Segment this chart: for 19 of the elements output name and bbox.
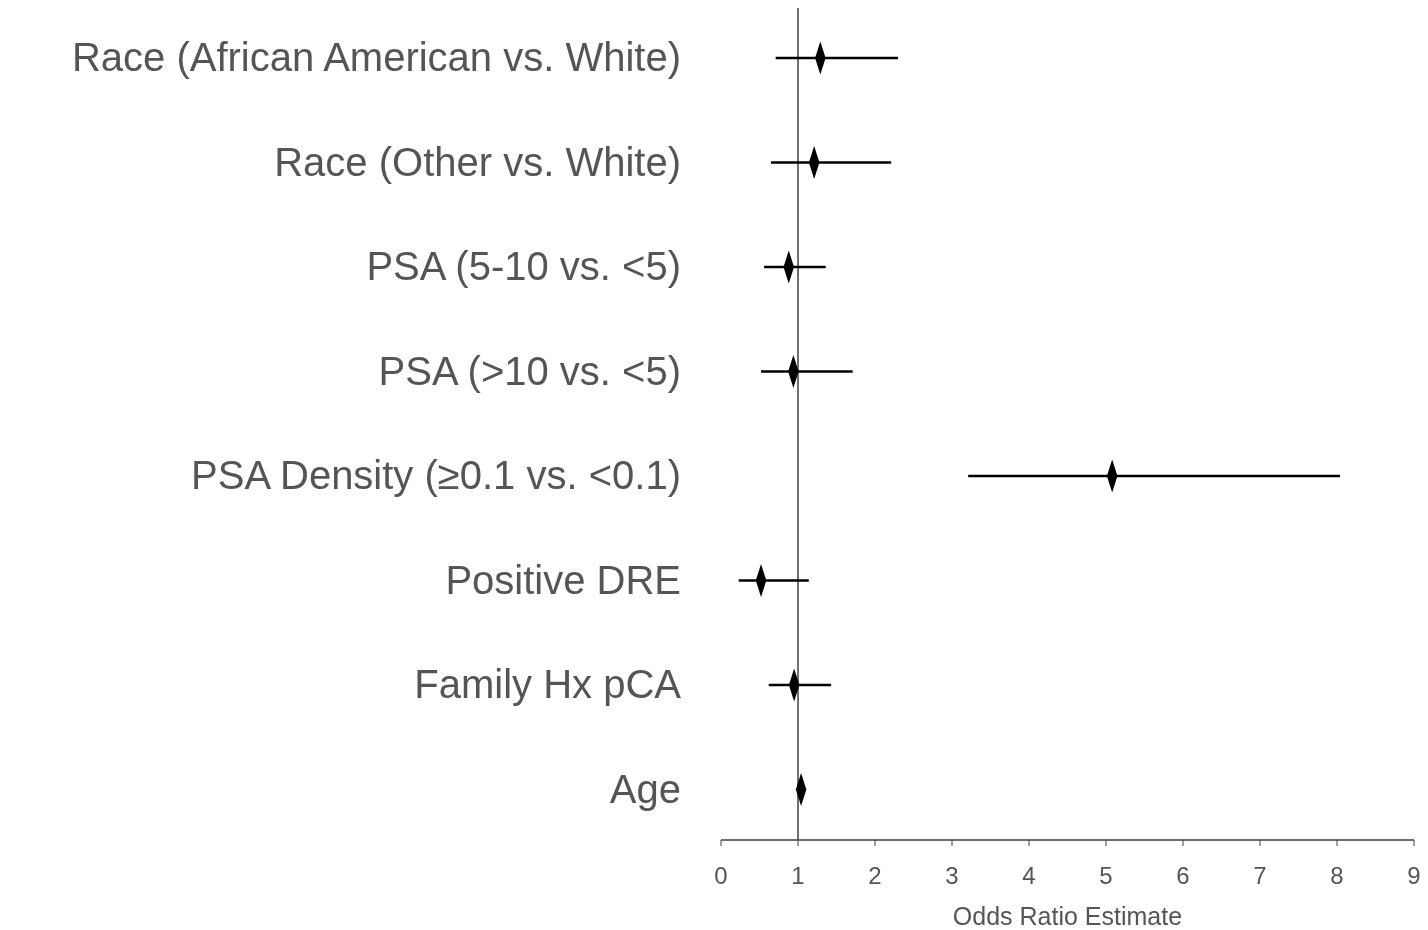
x-axis-title: Odds Ratio Estimate (952, 902, 1183, 930)
y-tick-label: Race (African American vs. White) (71, 35, 681, 79)
x-tick-label: 3 (945, 862, 959, 889)
y-tick-label: Positive DRE (445, 557, 681, 602)
x-tick-label: 1 (791, 862, 805, 889)
x-tick-label: 4 (1022, 862, 1036, 889)
y-tick-label: PSA (5-10 vs. <5) (366, 244, 681, 288)
x-tick-label: 9 (1407, 862, 1421, 889)
x-tick-label: 0 (714, 862, 728, 889)
x-tick-label: 8 (1330, 862, 1344, 889)
x-tick-label: 6 (1176, 862, 1190, 889)
y-tick-label: Family Hx pCA (414, 662, 682, 706)
x-tick-label: 7 (1253, 862, 1267, 889)
x-tick-label: 2 (868, 862, 882, 889)
y-tick-label: PSA (>10 vs. <5) (378, 348, 681, 393)
y-tick-label: Age (609, 766, 681, 811)
y-tick-label: Race (Other vs. White) (274, 139, 681, 184)
y-tick-label: PSA Density (≥0.1 vs. <0.1) (191, 453, 681, 497)
x-tick-label: 5 (1099, 862, 1113, 889)
